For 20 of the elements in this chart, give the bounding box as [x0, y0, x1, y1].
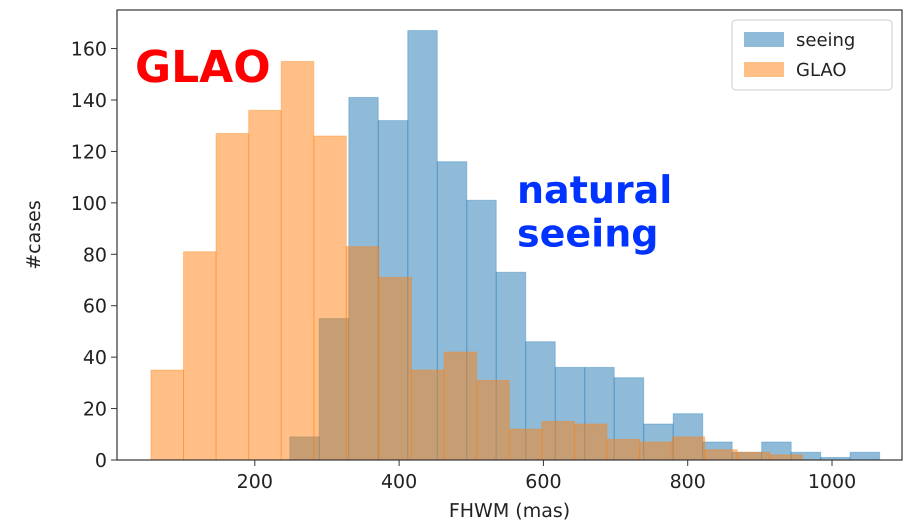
y-tick-label: 0: [94, 450, 107, 472]
annotation: GLAO: [135, 42, 271, 93]
y-tick-label: 160: [70, 38, 107, 61]
x-tick-label: 1000: [808, 471, 856, 493]
legend-label: seeing: [796, 30, 856, 51]
y-tick-label: 20: [82, 398, 107, 421]
y-tick-label: 100: [70, 192, 107, 215]
x-tick-label: 400: [380, 471, 418, 493]
y-tick-label: 60: [82, 296, 107, 318]
x-axis-title: FHWM (mas): [448, 500, 570, 522]
y-tick-label: 120: [70, 141, 107, 164]
x-tick-label: 200: [236, 471, 273, 493]
x-tick-label: 600: [525, 471, 562, 493]
y-tick-label: 80: [82, 244, 107, 266]
x-tick-label: 800: [670, 471, 706, 493]
y-tick-label: 140: [70, 90, 107, 112]
y-axis-title: #cases: [23, 200, 45, 270]
annotation: natural seeing: [517, 168, 672, 256]
legend-label: GLAO: [796, 60, 847, 81]
y-tick-label: 40: [82, 347, 107, 370]
